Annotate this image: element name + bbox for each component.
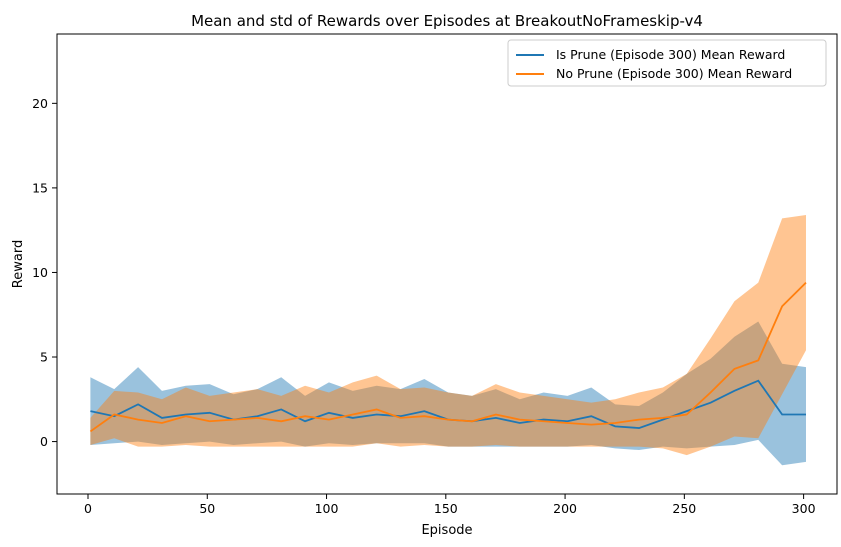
- legend: Is Prune (Episode 300) Mean Reward No Pr…: [507, 39, 827, 87]
- y-tick-label: 20: [32, 96, 48, 111]
- y-axis-label: Reward: [11, 240, 26, 288]
- x-tick-label: 50: [199, 501, 215, 516]
- x-axis: 0 50 100 150 200 250 300: [84, 494, 816, 516]
- y-tick-label: 10: [32, 265, 48, 280]
- std-band-1: [90, 214, 806, 456]
- y-tick-label: 5: [40, 350, 48, 365]
- plot-area: [89, 214, 807, 466]
- x-tick-label: 200: [553, 501, 577, 516]
- chart-title: Mean and std of Rewards over Episodes at…: [191, 12, 703, 30]
- legend-label-no-prune: No Prune (Episode 300) Mean Reward: [556, 66, 792, 81]
- y-tick-label: 15: [32, 180, 48, 195]
- x-tick-label: 250: [672, 501, 696, 516]
- std-band-0: [90, 321, 806, 466]
- x-tick-label: 150: [434, 501, 458, 516]
- y-tick-label: 0: [40, 434, 48, 449]
- legend-label-is-prune: Is Prune (Episode 300) Mean Reward: [556, 47, 785, 62]
- x-tick-label: 300: [792, 501, 816, 516]
- plot-frame: [56, 33, 838, 495]
- x-axis-label: Episode: [421, 523, 472, 538]
- x-tick-label: 100: [315, 501, 339, 516]
- x-tick-label: 0: [84, 501, 92, 516]
- y-axis: 0 5 10 15 20: [32, 96, 57, 449]
- mean-line-1: [89, 281, 807, 433]
- legend-box: [507, 39, 827, 87]
